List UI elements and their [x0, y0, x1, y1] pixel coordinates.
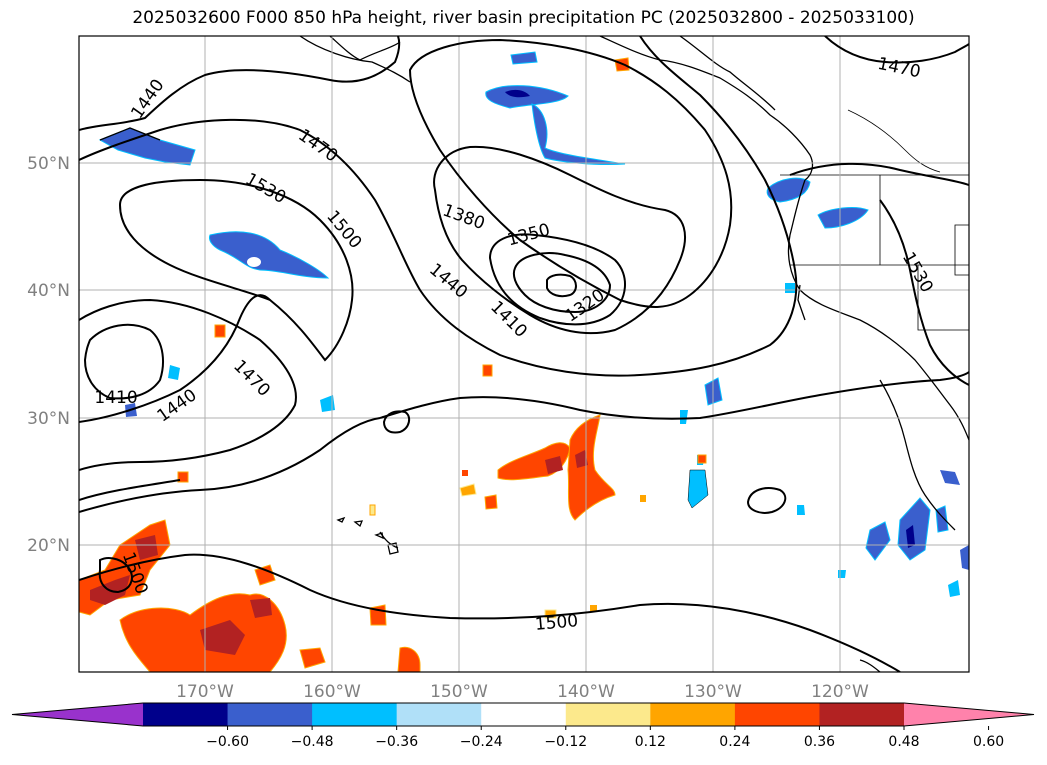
contour-label: 1410 [94, 388, 137, 408]
lon-label: 160°W [303, 682, 361, 702]
colorbar-segment [650, 703, 736, 726]
colorbar-segment [396, 703, 482, 726]
lon-label: 170°W [176, 682, 234, 702]
lon-label: 130°W [684, 682, 742, 702]
colorbar-tick-label: −0.24 [460, 734, 503, 750]
negative-precip-areas [98, 51, 969, 597]
lat-label: 30°N [27, 409, 70, 429]
gridlines [79, 36, 969, 672]
map-area: 1440 1470 1530 1500 1380 1350 1320 1410 … [79, 36, 969, 672]
colorbar-segment [143, 703, 229, 726]
colorbar-tick-label: −0.36 [375, 734, 418, 750]
colorbar-tick-label: 0.48 [888, 734, 919, 750]
positive-precip-areas [79, 57, 707, 672]
map-frame [78, 35, 970, 673]
colorbar-tick-label: 0.36 [804, 734, 835, 750]
colorbar-segment [481, 703, 567, 726]
contour-label: 1500 [534, 611, 579, 635]
colorbar-tick-label: −0.60 [206, 734, 249, 750]
colorbar-tick-label: 0.60 [973, 734, 1004, 750]
lat-label: 50°N [27, 154, 70, 174]
colorbar-segment [565, 703, 651, 726]
lat-label: 20°N [27, 536, 70, 556]
colorbar-tick-label: −0.48 [291, 734, 334, 750]
colorbar-extend-low [12, 703, 143, 726]
colorbar-tick-label: 0.12 [635, 734, 666, 750]
colorbar-segment [227, 703, 313, 726]
colorbar-extend-high [904, 703, 1034, 726]
lat-label: 40°N [27, 281, 70, 301]
coastlines [99, 36, 969, 672]
longitude-labels: 170°W 160°W 150°W 140°W 130°W 120°W [176, 682, 869, 702]
colorbar-outline [11, 702, 1035, 727]
colorbar-segment [312, 703, 398, 726]
height-contours [79, 36, 969, 672]
colorbar-segment [734, 703, 820, 726]
colorbar-tick-label: −0.12 [544, 734, 587, 750]
latitude-labels: 50°N 40°N 30°N 20°N [27, 154, 70, 556]
map-title: 2025032600 F000 850 hPa height, river ba… [132, 8, 915, 28]
colorbar-segment [819, 703, 905, 726]
colorbar: −0.60 −0.48 −0.36 −0.24 −0.12 0.12 0.24 0.36 0.4… [11, 702, 1035, 750]
lon-label: 150°W [430, 682, 488, 702]
colorbar-tick-label: 0.24 [719, 734, 750, 750]
lon-label: 120°W [811, 682, 869, 702]
lon-label: 140°W [557, 682, 615, 702]
